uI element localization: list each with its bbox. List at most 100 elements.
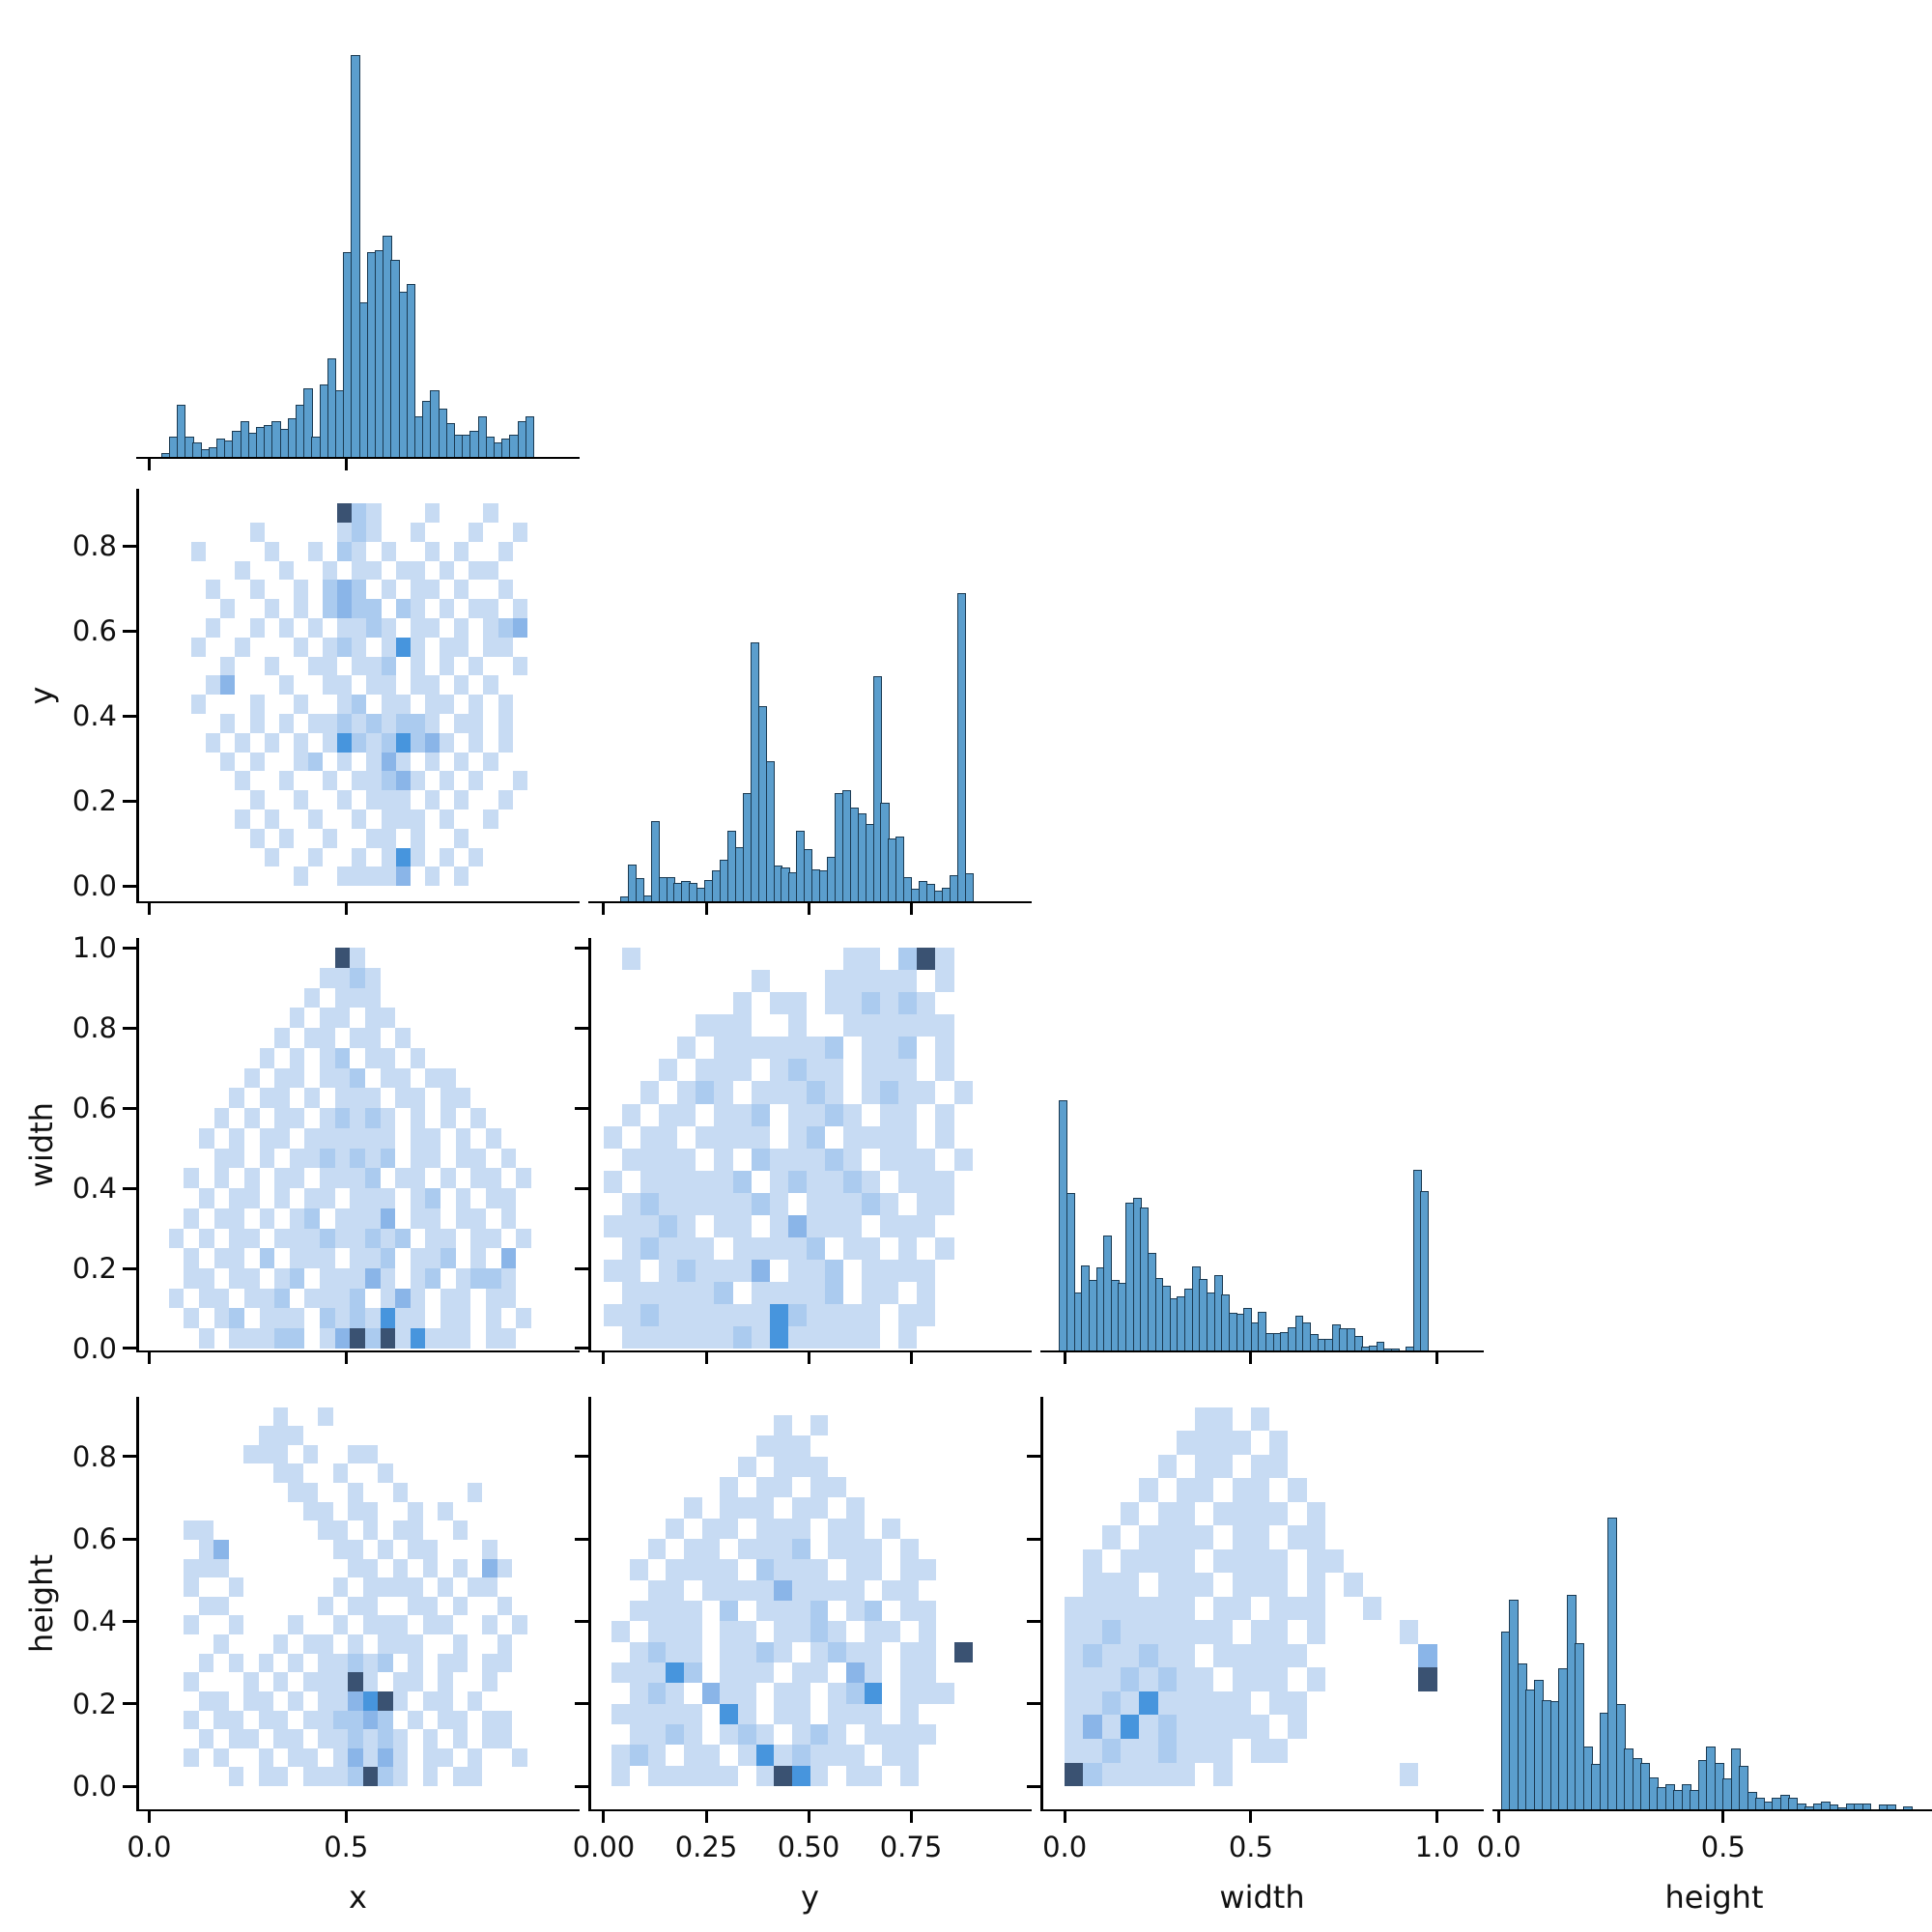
- heatmap-cell: [1195, 1715, 1214, 1740]
- heatmap-cell: [880, 1037, 899, 1060]
- heatmap-cell: [337, 580, 353, 600]
- heatmap-cell: [455, 1267, 471, 1289]
- heatmap-cell: [806, 1236, 825, 1260]
- heatmap-cell: [666, 1559, 685, 1580]
- heatmap-cell: [249, 580, 265, 600]
- heatmap-cell: [935, 1192, 954, 1215]
- heatmap-cell: [1195, 1573, 1214, 1597]
- x-axis-spine: [136, 900, 580, 903]
- heatmap-cell: [395, 713, 411, 733]
- heatmap-cell: [332, 1520, 349, 1540]
- y-axis-title-width: width: [23, 1101, 60, 1187]
- heatmap-cell: [806, 1081, 825, 1104]
- heatmap-cell: [701, 1683, 721, 1704]
- heatmap-cell: [1269, 1596, 1289, 1621]
- heatmap-cell: [243, 1168, 260, 1189]
- heatmap-cell: [824, 1259, 844, 1282]
- heatmap-cell: [1101, 1715, 1121, 1740]
- heatmap-cell: [1400, 1762, 1419, 1787]
- heatmap-cell: [792, 1662, 810, 1684]
- heatmap-cell: [843, 1014, 863, 1037]
- heatmap-cell: [684, 1641, 702, 1663]
- heatmap-cell: [350, 1148, 365, 1169]
- heatmap-cell: [751, 1148, 770, 1171]
- heatmap-cell: [824, 1303, 844, 1326]
- heatmap-cell: [659, 1059, 678, 1082]
- heatmap-cell: [806, 1325, 825, 1349]
- heatmap-cell: [259, 1088, 275, 1109]
- x-tick-mark: [909, 901, 913, 915]
- heatmap-cell: [640, 1192, 660, 1215]
- heatmap-cell: [304, 1127, 321, 1149]
- heatmap-cell: [774, 1683, 793, 1704]
- heatmap-cell: [603, 1125, 623, 1149]
- histogram-bar: [477, 416, 487, 457]
- heatmap-cell: [213, 1248, 230, 1268]
- heatmap-cell: [1157, 1620, 1177, 1644]
- heatmap-cell: [320, 1108, 335, 1128]
- heatmap-cell: [274, 1308, 290, 1329]
- heatmap-cell: [410, 1208, 426, 1229]
- heatmap-cell: [380, 1208, 396, 1229]
- heatmap-cell: [755, 1518, 775, 1540]
- heatmap-cell: [308, 713, 324, 733]
- heatmap-cell: [395, 1288, 411, 1309]
- heatmap-cell: [751, 1303, 770, 1326]
- heatmap-cell: [264, 541, 279, 561]
- heatmap-cell: [293, 790, 309, 810]
- heatmap-cell: [293, 867, 309, 887]
- heatmap-cell: [1288, 1643, 1307, 1668]
- heatmap-cell: [714, 1303, 733, 1326]
- heatmap-cell: [1213, 1548, 1233, 1574]
- heatmap-cell: [659, 1236, 678, 1260]
- heatmap-cell: [337, 522, 353, 542]
- heatmap-cell: [769, 992, 788, 1015]
- heatmap-cell: [381, 695, 396, 714]
- heatmap-cell: [810, 1641, 829, 1663]
- y-tick-mark: [123, 1455, 136, 1459]
- heatmap-cell: [408, 1520, 423, 1540]
- heatmap-cell: [862, 992, 881, 1015]
- heatmap-cell: [302, 1483, 319, 1502]
- heatmap-cell: [308, 656, 324, 676]
- heatmap-cell: [318, 1520, 333, 1540]
- heatmap-cell: [362, 1520, 379, 1540]
- heatmap-cell: [452, 1729, 468, 1748]
- heatmap-cell: [640, 1236, 660, 1260]
- heatmap-cell: [630, 1559, 648, 1580]
- heatmap-cell: [1083, 1690, 1102, 1716]
- heatmap-cell: [810, 1497, 829, 1519]
- heatmap-cell: [455, 1208, 471, 1229]
- heatmap-cell: [273, 1444, 289, 1464]
- heatmap-cell: [701, 1579, 721, 1602]
- heatmap-cell: [308, 752, 324, 772]
- heatmap-cell: [410, 580, 425, 600]
- heatmap-cell: [622, 1192, 641, 1215]
- heatmap-cell: [862, 970, 881, 993]
- heatmap-cell: [229, 1248, 244, 1268]
- heatmap-cell: [769, 1059, 788, 1082]
- heatmap-cell: [720, 1518, 739, 1540]
- heatmap-cell: [917, 1303, 936, 1326]
- heatmap-cell: [497, 1634, 513, 1654]
- heatmap-cell: [229, 1228, 244, 1249]
- heatmap-cell: [485, 1168, 501, 1189]
- heatmap-cell: [352, 847, 367, 867]
- heatmap-cell: [334, 1288, 351, 1309]
- heatmap-cell: [918, 1662, 937, 1684]
- heatmap-cell: [455, 1148, 471, 1169]
- heatmap-cell: [380, 1248, 396, 1268]
- heatmap-cell: [243, 1444, 259, 1464]
- heatmap-cell: [395, 599, 411, 618]
- heatmap-cell: [452, 1653, 468, 1673]
- heatmap-cell: [824, 992, 844, 1015]
- heatmap-cell: [701, 1745, 721, 1766]
- y-tick-label: 0.4: [71, 1605, 117, 1638]
- heatmap-cell: [738, 1621, 756, 1642]
- heatmap-cell: [720, 1477, 739, 1498]
- heatmap-cell: [350, 1328, 365, 1349]
- heatmap-cell: [787, 1259, 807, 1282]
- heatmap-cell: [1120, 1667, 1140, 1691]
- heatmap-cell: [864, 1641, 883, 1663]
- heatmap-cell: [1232, 1643, 1251, 1668]
